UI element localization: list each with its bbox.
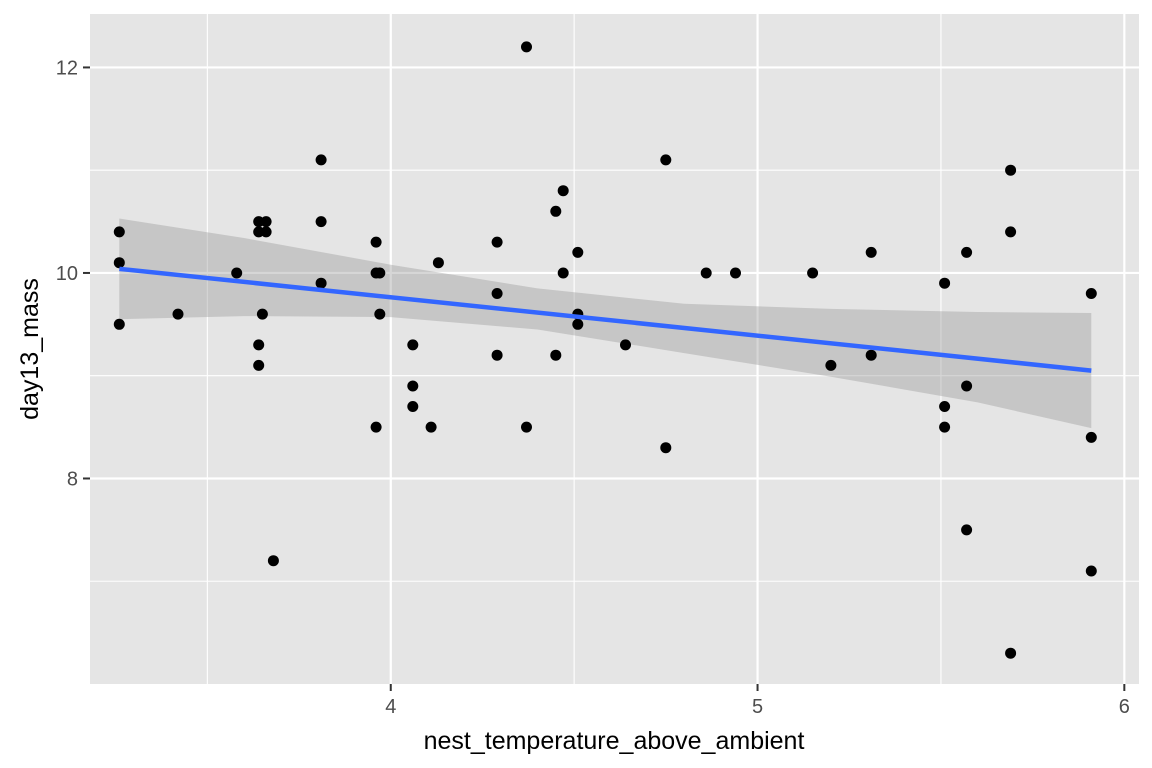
data-point-34 [550,349,562,361]
data-point-8 [260,226,272,238]
data-point-1 [113,257,125,269]
data-point-49 [939,421,951,433]
data-point-41 [700,267,712,279]
data-point-31 [550,205,562,217]
data-point-40 [660,442,672,454]
y-tick-label: 8 [67,468,78,490]
data-point-30 [521,421,532,433]
data-point-56 [1085,288,1097,299]
plot-panel [90,14,1139,684]
data-point-28 [491,349,503,361]
data-point-3 [172,308,184,320]
data-point-4 [231,267,243,279]
data-point-22 [407,380,419,392]
data-point-10 [253,339,265,351]
data-point-29 [521,41,532,53]
y-axis-title: day13_mass [16,278,44,420]
data-point-42 [730,267,741,279]
data-point-24 [425,421,437,433]
data-point-58 [1085,565,1097,577]
data-point-21 [407,339,419,351]
x-axis-title: nest_temperature_above_ambient [424,727,805,755]
data-point-26 [491,236,503,248]
data-points [113,41,1097,659]
y-axis: 8 10 12 [56,57,90,490]
data-point-14 [315,216,327,228]
data-point-11 [253,359,265,371]
data-point-45 [865,246,877,258]
data-point-44 [825,359,837,371]
data-point-23 [407,401,419,412]
trend-line [119,266,1092,373]
data-point-43 [807,267,819,279]
y-tick-label: 12 [56,57,78,79]
x-tick-label: 5 [752,696,763,718]
data-point-9 [256,308,268,320]
data-point-6 [260,216,272,228]
data-point-52 [961,524,973,536]
y-tick-label: 10 [56,263,78,285]
data-point-53 [1005,164,1017,176]
major-gridlines [90,14,1139,684]
x-tick-label: 6 [1119,696,1130,718]
data-point-16 [370,236,382,248]
data-point-54 [1005,226,1017,238]
data-point-51 [961,380,973,392]
data-point-0 [113,226,125,238]
data-point-12 [267,555,279,567]
data-point-19 [374,308,386,320]
data-point-33 [557,267,569,279]
data-point-20 [370,421,382,433]
confidence-band [119,218,1092,429]
data-point-13 [315,154,327,166]
data-point-46 [865,349,877,361]
data-point-55 [1005,647,1017,659]
data-point-27 [491,288,503,299]
data-point-18 [374,267,386,279]
x-tick-label: 4 [385,696,396,718]
minor-gridlines [90,14,1139,684]
data-point-35 [572,246,584,258]
data-point-48 [939,401,951,412]
data-point-37 [572,318,584,330]
data-point-50 [961,246,973,258]
data-point-15 [315,277,327,289]
data-point-2 [113,318,125,330]
data-point-32 [557,185,569,197]
data-point-57 [1085,431,1097,443]
data-point-39 [660,154,672,166]
data-point-38 [620,339,631,351]
data-point-25 [432,257,444,269]
x-axis: 4 5 6 [385,684,1130,718]
data-point-47 [939,277,951,289]
